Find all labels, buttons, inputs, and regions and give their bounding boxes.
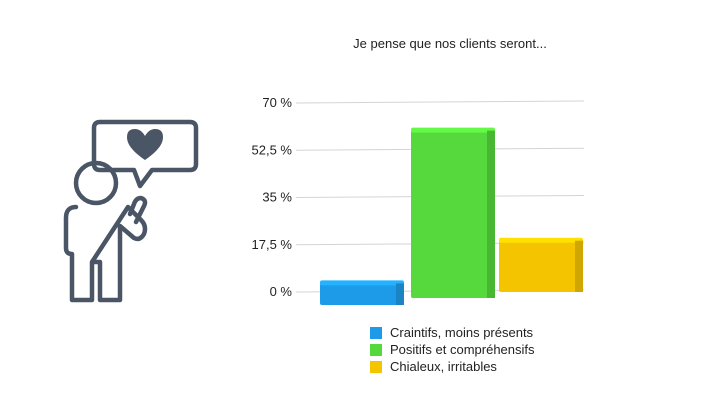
bar-top <box>499 237 583 243</box>
bar <box>411 127 495 298</box>
legend-label: Craintifs, moins présents <box>390 325 534 340</box>
chart-y-axis: 70 % 52,5 % 35 % 17,5 % 0 % <box>252 95 293 299</box>
bar-face <box>499 240 583 292</box>
bar-side <box>487 130 495 298</box>
legend-swatch <box>370 343 382 356</box>
bar-top <box>320 280 404 286</box>
bar-side <box>396 283 404 305</box>
bar <box>320 280 404 305</box>
legend-label: Positifs et compréhensifs <box>390 342 535 357</box>
y-tick-label: 17,5 % <box>252 237 293 252</box>
legend-item: Positifs et compréhensifs <box>370 341 535 358</box>
bar-face <box>320 283 404 305</box>
heart-icon <box>127 129 163 160</box>
legend-swatch <box>370 360 382 373</box>
chart-bars <box>320 127 583 305</box>
y-tick-label: 52,5 % <box>252 142 293 157</box>
person-with-heart-speech-bubble-icon <box>63 119 199 303</box>
chart-legend: Craintifs, moins présents Positifs et com… <box>370 324 535 375</box>
legend-item: Chialeux, irritables <box>370 358 535 375</box>
legend-swatch <box>370 326 382 339</box>
bar-top <box>411 127 495 133</box>
bar-face <box>411 130 495 298</box>
bar <box>499 237 583 292</box>
bar-side <box>575 240 583 292</box>
legend-label: Chialeux, irritables <box>390 359 497 374</box>
y-tick-label: 70 % <box>262 95 292 110</box>
legend-item: Craintifs, moins présents <box>370 324 535 341</box>
gridline <box>295 100 585 104</box>
y-tick-label: 0 % <box>270 284 293 299</box>
chart-title: Je pense que nos clients seront... <box>353 36 547 51</box>
y-tick-label: 35 % <box>262 190 292 205</box>
